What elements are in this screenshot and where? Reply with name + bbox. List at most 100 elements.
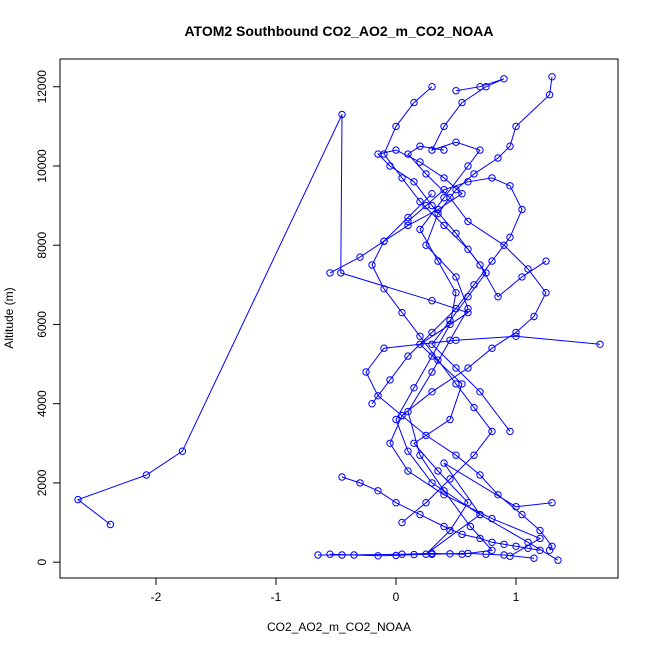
series-line xyxy=(371,177,523,405)
data-point xyxy=(434,467,442,475)
x-tick-label: -1 xyxy=(271,590,282,604)
data-point xyxy=(482,269,490,277)
series-9 xyxy=(368,174,526,408)
data-point xyxy=(404,352,412,360)
data-point xyxy=(476,534,484,543)
data-point xyxy=(368,400,376,408)
data-point xyxy=(452,364,460,372)
data-point xyxy=(488,538,496,546)
data-point xyxy=(536,526,544,535)
data-point xyxy=(398,411,406,420)
data-point xyxy=(422,201,430,210)
data-point xyxy=(488,546,496,554)
chart-title: ATOM2 Southbound CO2_AO2_m_CO2_NOAA xyxy=(184,23,493,39)
data-point xyxy=(488,427,496,436)
data-point xyxy=(512,542,520,550)
data-point xyxy=(518,205,526,214)
data-point xyxy=(434,356,442,364)
data-point xyxy=(548,542,556,550)
data-point xyxy=(416,197,424,206)
data-point xyxy=(470,451,478,459)
y-tick-label: 2000 xyxy=(35,469,49,496)
data-point xyxy=(548,499,556,507)
data-point xyxy=(392,551,400,560)
data-point xyxy=(466,522,475,531)
data-point xyxy=(434,257,442,265)
data-point xyxy=(398,308,406,317)
data-point xyxy=(428,297,436,305)
data-point xyxy=(404,213,412,222)
data-point xyxy=(404,467,412,475)
data-point xyxy=(404,447,412,455)
series-11 xyxy=(368,190,496,527)
data-point xyxy=(452,87,460,95)
data-point xyxy=(428,550,436,558)
data-point xyxy=(446,475,454,483)
data-point xyxy=(458,190,466,198)
plot-box xyxy=(59,58,619,579)
data-point xyxy=(178,447,187,455)
data-point xyxy=(596,340,604,348)
data-point xyxy=(428,479,436,487)
data-point xyxy=(440,221,448,230)
data-point xyxy=(452,229,460,238)
data-point xyxy=(452,138,460,146)
data-point xyxy=(476,471,484,479)
data-point xyxy=(476,261,484,269)
y-axis-label: Altitude (m) xyxy=(2,287,16,348)
series-line xyxy=(76,114,553,555)
data-point xyxy=(518,273,526,281)
data-point xyxy=(422,431,430,440)
data-point xyxy=(512,122,520,131)
data-point xyxy=(422,499,430,507)
data-point xyxy=(512,332,520,340)
series-7 xyxy=(338,473,544,554)
data-point xyxy=(428,328,436,337)
data-point xyxy=(392,122,400,131)
data-point xyxy=(416,142,424,150)
data-point xyxy=(452,186,460,194)
data-point xyxy=(338,473,346,481)
y-tick-label: 0 xyxy=(35,558,49,565)
data-point xyxy=(416,158,424,166)
x-tick-label: 0 xyxy=(393,590,400,604)
data-point xyxy=(428,388,436,396)
x-tick-label: 1 xyxy=(513,590,520,604)
data-point xyxy=(470,170,478,178)
data-point xyxy=(410,178,418,186)
series-line xyxy=(395,78,559,561)
data-point xyxy=(356,479,364,487)
series-1 xyxy=(314,73,556,559)
data-point xyxy=(410,98,418,107)
data-point xyxy=(545,91,554,99)
data-point xyxy=(476,388,484,396)
data-point xyxy=(494,154,502,162)
series-line xyxy=(329,552,535,559)
data-point xyxy=(440,491,448,499)
y-tick-label: 8000 xyxy=(35,232,49,259)
data-point xyxy=(392,499,400,507)
data-point xyxy=(380,344,388,352)
data-point xyxy=(464,304,472,313)
data-point xyxy=(398,518,406,527)
data-point xyxy=(422,170,430,178)
data-point xyxy=(452,336,460,344)
data-point xyxy=(506,142,514,150)
data-point xyxy=(440,522,448,531)
data-point xyxy=(488,174,496,182)
x-tick-label: -2 xyxy=(151,590,162,604)
data-point xyxy=(374,392,382,400)
data-point xyxy=(440,186,448,194)
data-point xyxy=(106,520,115,529)
data-point xyxy=(326,550,334,558)
data-point xyxy=(512,328,520,337)
data-point xyxy=(518,510,526,519)
y-axis: 0 2000 4000 6000 8000 10000 12000 xyxy=(35,70,61,565)
data-point xyxy=(416,332,424,340)
data-point xyxy=(506,427,514,436)
data-point xyxy=(488,514,496,523)
data-point xyxy=(440,122,448,131)
data-point xyxy=(494,293,502,301)
data-point xyxy=(476,146,484,154)
